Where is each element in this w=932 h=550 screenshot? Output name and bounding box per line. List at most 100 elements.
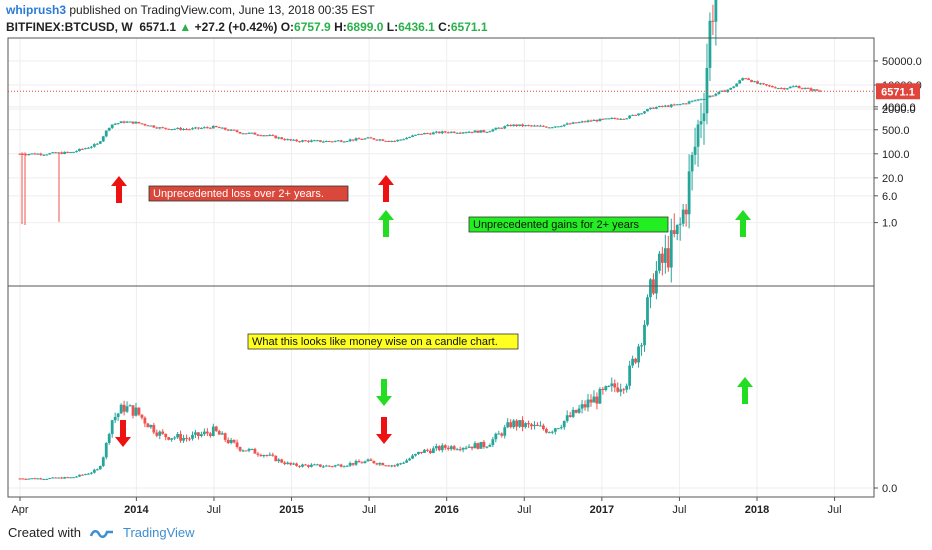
candle-body: [295, 463, 298, 466]
candle-body: [765, 84, 768, 86]
candle-body: [205, 431, 209, 434]
candle-body: [137, 407, 141, 415]
y-tick-label: 20.0: [882, 173, 903, 185]
candle-body: [646, 297, 649, 325]
footer: Created with TradingView: [8, 525, 195, 540]
candle-body: [110, 420, 114, 435]
candle-body: [155, 127, 159, 129]
candle-body: [173, 437, 177, 439]
candle-body: [583, 121, 587, 123]
candle-body: [78, 148, 81, 152]
candle-body: [449, 131, 453, 133]
candle-body: [345, 141, 349, 143]
candle-body: [598, 118, 602, 122]
candle-body: [357, 138, 361, 140]
candle-body: [518, 420, 522, 427]
candle-body: [521, 124, 524, 127]
annotation-loss: Unprecedented loss over 2+ years.: [153, 188, 324, 200]
candle-body: [702, 113, 706, 122]
candle-body: [66, 477, 69, 479]
author-name[interactable]: whiprush3: [6, 3, 67, 17]
candle-body: [464, 132, 468, 134]
candle-body: [378, 139, 382, 141]
candle-body: [262, 455, 266, 457]
candle-body: [128, 405, 132, 407]
candle-body: [657, 253, 661, 271]
candle-body: [286, 139, 290, 141]
candle-body: [256, 134, 260, 136]
candle-body: [250, 448, 254, 450]
candle-body: [289, 139, 293, 141]
candle-body: [170, 129, 174, 131]
candle-body: [101, 457, 105, 467]
candle-body: [437, 131, 441, 134]
candle-body: [509, 124, 513, 127]
candle-body: [482, 130, 486, 133]
candle-body: [753, 81, 756, 83]
candle-body: [205, 127, 209, 129]
candle-body: [125, 121, 129, 123]
candle-body: [381, 139, 385, 141]
candle-body: [598, 388, 602, 404]
candle-body: [741, 78, 745, 81]
last-price-tag: [876, 83, 920, 100]
x-tick-label: Jul: [672, 504, 686, 516]
candle-body: [515, 420, 519, 427]
candle-body: [179, 434, 182, 441]
candle-body: [348, 463, 352, 466]
candle-body: [399, 139, 403, 141]
candle-body: [488, 131, 492, 133]
candle-body: [339, 140, 343, 142]
candle-body: [577, 122, 581, 124]
candle-body: [378, 463, 382, 465]
ohlc-line: BITFINEX:BTCUSD, W 6571.1 ▲ +27.2 (+0.42…: [6, 20, 488, 34]
candle-body: [776, 88, 780, 90]
candle-body: [125, 406, 129, 412]
candle-body: [384, 465, 388, 467]
candle-body: [708, 20, 712, 68]
candle-body: [220, 127, 224, 129]
candle-body: [292, 139, 295, 141]
candle-body: [479, 441, 483, 449]
candle-body: [318, 464, 322, 467]
candle-body: [768, 85, 771, 87]
candle-body: [405, 137, 409, 140]
y-tick-label: 1.0: [882, 218, 897, 230]
candle-body: [54, 477, 58, 479]
candle-body: [354, 138, 358, 141]
candles-layer: [18, 0, 822, 481]
candle-body: [310, 140, 313, 142]
candle-body: [75, 151, 78, 153]
arrow-up-icon: [735, 210, 751, 237]
candle-body: [726, 89, 730, 92]
candle-body: [336, 140, 340, 142]
candle-body: [98, 141, 102, 144]
tradingview-brand[interactable]: TradingView: [122, 525, 195, 540]
candle-body: [640, 113, 643, 115]
candle-body: [812, 89, 816, 91]
up-triangle-icon: ▲: [179, 20, 192, 34]
candle-body: [134, 121, 138, 124]
candle-body: [690, 100, 694, 102]
candle-body: [607, 386, 611, 388]
candle-body: [327, 141, 331, 143]
candle-body: [396, 139, 400, 142]
axes-layer: Apr 2014 Jul 2015 Jul 2016 Jul 2017 Jul 2018 Jul 50…: [7, 37, 922, 516]
candle-body: [283, 462, 287, 465]
open-value: 6757.9: [294, 20, 331, 34]
candle-body: [313, 464, 316, 466]
candle-body: [51, 152, 55, 154]
candle-body: [452, 131, 456, 133]
candle-body: [274, 135, 278, 139]
candle-body: [223, 127, 227, 130]
candle-body: [241, 450, 245, 452]
candle-body: [426, 133, 429, 135]
candle-body: [527, 125, 530, 127]
candle-body: [547, 432, 551, 434]
candle-body: [48, 478, 52, 480]
y-tick-label: 50000.0: [882, 56, 922, 68]
candle-body: [458, 132, 462, 134]
candle-body: [455, 132, 459, 134]
candle-body: [509, 422, 513, 428]
